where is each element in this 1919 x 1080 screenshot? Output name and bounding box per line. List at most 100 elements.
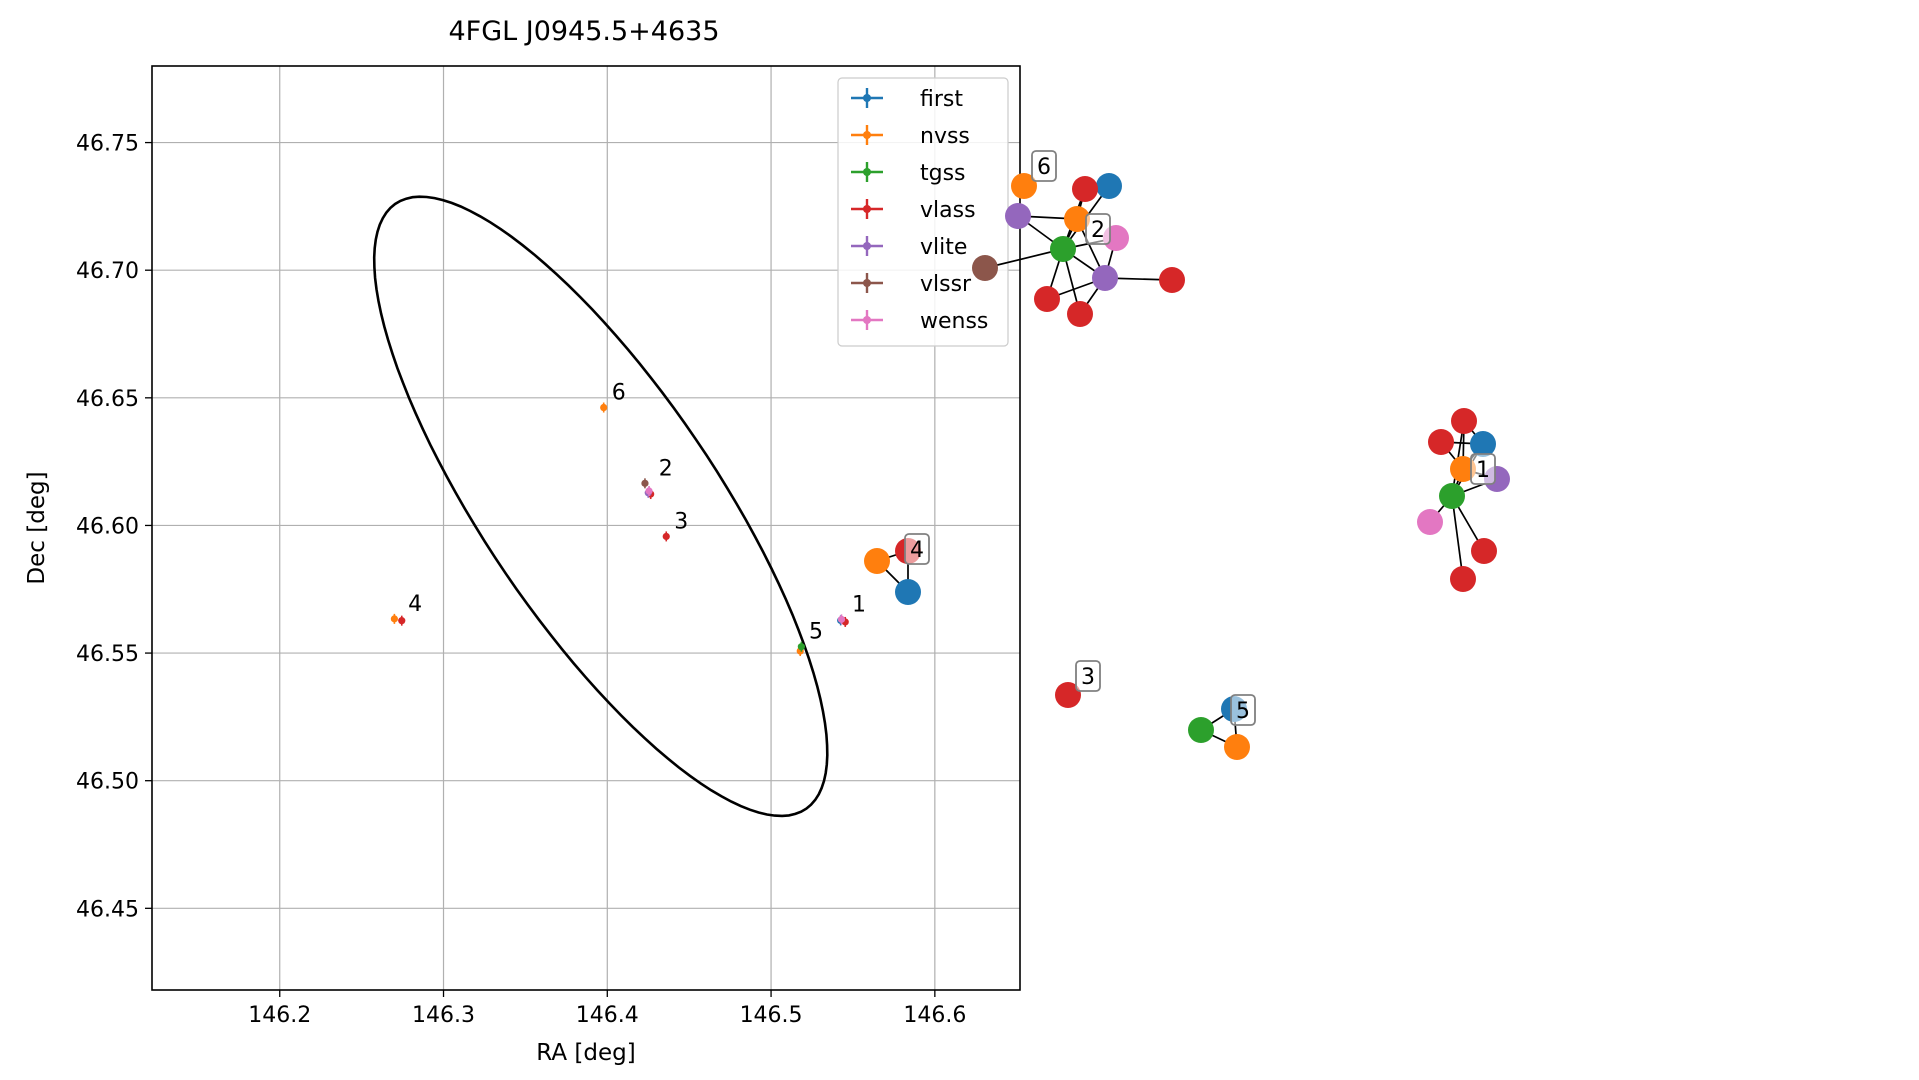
legend-marker-dot (863, 279, 871, 287)
graph-labels: 1 2 3 4 5 6 (904, 150, 1496, 726)
graph-node-label: 2 (1085, 213, 1111, 245)
data-point-wenss (837, 614, 846, 625)
point-label: 5 (809, 620, 823, 645)
graph-node (1450, 566, 1476, 592)
point-label: 1 (852, 592, 866, 617)
x-tick-label: 146.3 (412, 1003, 475, 1028)
data-point-vlass (662, 531, 670, 542)
graph-node (1034, 286, 1060, 312)
confidence-ellipse (372, 195, 829, 818)
chart-title: 4FGL J0945.5+4635 (448, 16, 719, 47)
x-tick-label: 146.2 (248, 1003, 311, 1028)
source-association-graph: 1 2 3 4 5 6 (864, 150, 1510, 760)
point-label: 6 (612, 381, 626, 406)
graph-node-label: 4 (904, 533, 930, 565)
y-axis-label: Dec [deg] (24, 471, 50, 584)
graph-node (1428, 429, 1454, 455)
point-label: 3 (674, 509, 688, 534)
graph-node (864, 548, 890, 574)
legend-entry-first: first (851, 87, 963, 112)
y-tick-label: 46.70 (76, 259, 139, 284)
legend-entry-tgss: tgss (851, 161, 966, 186)
graph-node (1067, 301, 1093, 327)
legend-label: vlass (920, 198, 976, 223)
y-tick-label: 46.65 (76, 387, 139, 412)
legend-entry-nvss: nvss (851, 124, 970, 149)
graph-node (1096, 173, 1122, 199)
graph-node (1055, 682, 1081, 708)
y-tick-label: 46.55 (76, 642, 139, 667)
x-axis-ticks: 146.2 146.3 146.4 146.5 146.6 (248, 990, 966, 1028)
legend-marker-dot (863, 316, 871, 324)
graph-node-label: 3 (1075, 660, 1101, 692)
graph-node (1064, 206, 1090, 232)
graph-node-label: 6 (1031, 150, 1057, 182)
y-axis-ticks: 46.45 46.50 46.55 46.60 46.65 46.70 46.75 (76, 132, 152, 922)
point-annotations: 1 2 3 4 5 6 (408, 381, 866, 645)
graph-node (1005, 203, 1031, 229)
x-tick-label: 146.5 (740, 1003, 803, 1028)
data-point-nvss (600, 402, 608, 413)
legend-label: first (920, 87, 963, 112)
legend-label: vlite (920, 235, 967, 260)
data-points (390, 402, 849, 657)
graph-edge (984, 248, 1064, 269)
data-point-vlssr (641, 478, 649, 489)
point-label: 2 (659, 456, 673, 481)
label-box (904, 533, 930, 565)
legend-entry-wenss: wenss (851, 309, 988, 334)
y-tick-label: 46.50 (76, 770, 139, 795)
point-label: 4 (408, 592, 422, 617)
label-text: 1 (1476, 458, 1490, 483)
legend-marker-dot (863, 205, 871, 213)
legend-marker-dot (863, 94, 871, 102)
y-tick-label: 46.75 (76, 132, 139, 157)
graph-node (1417, 509, 1443, 535)
graph-node (895, 579, 921, 605)
label-box (1075, 660, 1101, 692)
graph-node (1011, 173, 1037, 199)
data-point-wenss (645, 485, 653, 496)
uncertainty-ellipse (372, 195, 829, 818)
graph-edge (1451, 495, 1464, 580)
graph-node (1159, 267, 1185, 293)
label-box (1230, 694, 1256, 726)
legend-entry-vlass: vlass (851, 198, 976, 223)
graph-node (1471, 538, 1497, 564)
data-point-nvss (390, 613, 398, 624)
legend-entry-vlite: vlite (851, 235, 967, 260)
label-text: 4 (910, 538, 924, 563)
sky-position-plot: 4FGL J0945.5+4635 146.2 146.3 146.4 146.5 1 4… (24, 16, 1021, 1066)
graph-node (1451, 408, 1477, 434)
label-box (1085, 213, 1111, 245)
legend-label: wenss (920, 309, 988, 334)
label-text: 5 (1236, 699, 1250, 724)
legend-label: vlssr (920, 272, 972, 297)
y-tick-label: 46.45 (76, 897, 139, 922)
graph-node (1092, 265, 1118, 291)
legend: first nvss tgss vlass vlite vlssr wenss (837, 77, 1009, 347)
x-tick-label: 146.4 (576, 1003, 639, 1028)
x-axis-label: RA [deg] (536, 1040, 635, 1066)
graph-node (1470, 431, 1496, 457)
label-text: 6 (1037, 155, 1051, 180)
label-text: 2 (1091, 218, 1105, 243)
graph-node (972, 255, 998, 281)
graph-node-label: 5 (1230, 694, 1256, 726)
graph-node (1050, 236, 1076, 262)
legend-marker-dot (863, 168, 871, 176)
legend-entry-vlssr: vlssr (851, 272, 972, 297)
graph-node (1072, 176, 1098, 202)
label-box (1470, 453, 1496, 485)
graph-node (1450, 456, 1476, 482)
graph-node (1188, 717, 1214, 743)
y-tick-label: 46.60 (76, 514, 139, 539)
legend-marker-dot (863, 242, 871, 250)
label-box (1031, 150, 1057, 182)
plot-frame (151, 65, 1021, 991)
data-point-vlass (398, 615, 406, 626)
data-point-tgss (797, 641, 805, 652)
legend-label: nvss (920, 124, 970, 149)
graph-node (1439, 483, 1465, 509)
